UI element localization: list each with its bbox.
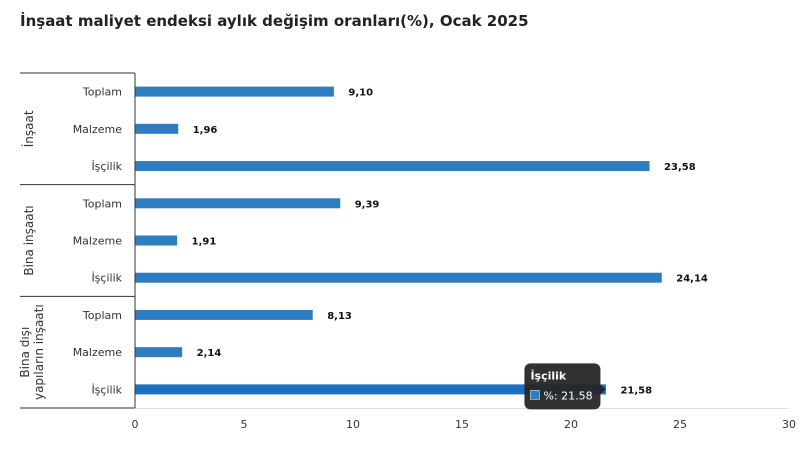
bar[interactable] [135,86,334,97]
category-label: İşçilik [91,272,122,285]
chart-title: İnşaat maliyet endeksi aylık değişim ora… [20,12,529,30]
category-label: İşçilik [91,383,122,396]
tooltip-swatch [530,390,540,400]
category-label: Malzeme [73,346,123,359]
x-tick-label: 25 [673,418,687,431]
value-label: 21,58 [620,385,652,396]
category-label: Toplam [82,197,122,210]
category-label: Malzeme [73,123,123,136]
value-label: 2,14 [197,348,222,359]
bar[interactable] [135,309,313,320]
x-tick-label: 5 [241,418,248,431]
bar[interactable] [135,198,341,209]
value-label: 23,58 [664,162,696,173]
category-label: Toplam [82,309,122,322]
value-label: 9,10 [348,88,373,99]
group-label: Bina inşaatı [22,205,36,275]
group-label-line: yapıların inşaatı [32,304,46,400]
category-label: İşçilik [91,160,122,173]
bar[interactable] [135,123,179,134]
group-label: Bina dışıyapıların inşaatı [18,304,46,400]
tooltip-box [524,363,601,410]
x-tick-label: 20 [564,418,578,431]
group-label: İnşaat [21,110,36,147]
x-tick-label: 15 [455,418,469,431]
value-label: 9,39 [355,199,380,210]
value-label: 1,96 [193,125,218,136]
bar[interactable] [135,235,178,246]
tooltip-pointer [600,384,606,395]
x-tick-label: 10 [346,418,360,431]
group-label-line: İnşaat [21,110,36,147]
value-label: 24,14 [676,274,708,285]
tooltip-title: İşçilik [530,368,566,382]
tooltip-value: %: 21.58 [543,389,592,402]
x-tick-label: 30 [782,418,796,431]
bar[interactable] [135,161,650,172]
category-label: Malzeme [73,235,123,248]
x-tick-label: 0 [132,418,139,431]
bar[interactable] [135,347,183,358]
group-label-line: Bina dışı [18,327,32,378]
group-label-line: Bina inşaatı [22,205,36,275]
category-label: Toplam [82,86,122,99]
bar[interactable] [135,272,662,283]
value-label: 8,13 [327,311,352,322]
value-label: 1,91 [192,237,217,248]
bar[interactable] [135,384,606,395]
